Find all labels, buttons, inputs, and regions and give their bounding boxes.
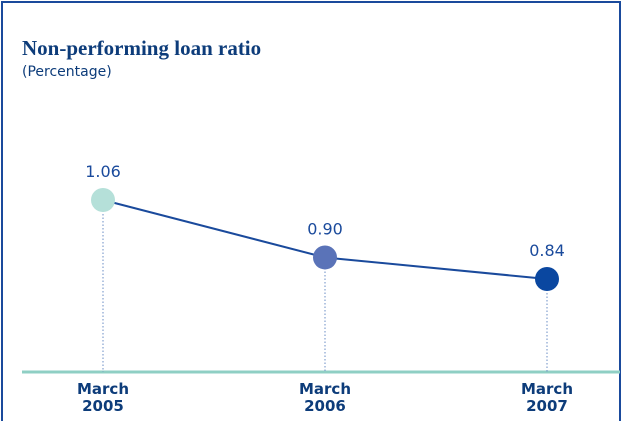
value-label: 1.06 bbox=[85, 162, 121, 181]
value-label: 0.90 bbox=[307, 219, 343, 238]
x-tick-label: March 2006 bbox=[299, 380, 351, 415]
x-tick-label: March 2007 bbox=[521, 380, 573, 415]
value-label: 0.84 bbox=[529, 241, 565, 260]
point bbox=[535, 267, 559, 291]
chart-subtitle: (Percentage) bbox=[22, 64, 112, 80]
chart-title: Non-performing loan ratio bbox=[22, 36, 261, 60]
point bbox=[313, 245, 337, 270]
point bbox=[91, 188, 115, 212]
x-tick-label: March 2005 bbox=[77, 380, 129, 415]
